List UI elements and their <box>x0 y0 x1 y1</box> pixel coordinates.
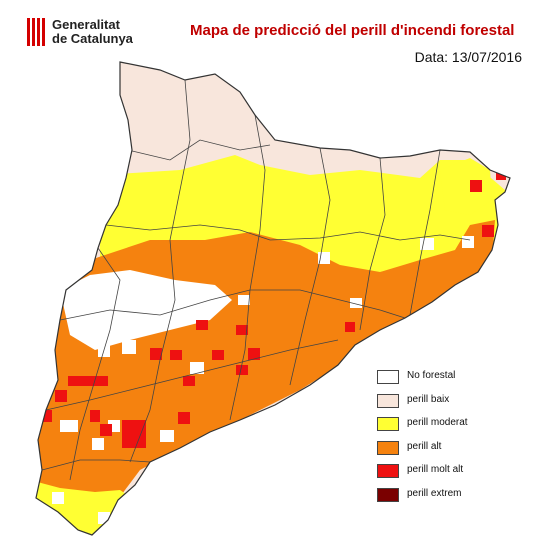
comarca-borders <box>41 79 471 481</box>
map-legend: No forestal perill baix perill moderat p… <box>377 367 537 508</box>
logo-line-2: de Catalunya <box>52 31 133 46</box>
no-forestal-cells <box>52 236 474 524</box>
legend-label: perill alt <box>407 440 442 452</box>
catalonia-outline <box>35 61 511 536</box>
legend-item-no-forestal: No forestal <box>377 367 537 391</box>
legend-item-perill-extrem: perill extrem <box>377 485 537 509</box>
legend-label: perill baix <box>407 393 450 405</box>
logo-text: Generalitat de Catalunya <box>52 18 133 46</box>
molt-alt-cells <box>40 170 506 448</box>
legend-label: perill moderat <box>407 417 468 428</box>
legend-item-perill-molt-alt: perill molt alt <box>377 461 537 485</box>
map-title: Mapa de predicció del perill d'incendi f… <box>190 22 515 39</box>
legend-swatch <box>377 417 399 431</box>
region-moderat-east <box>440 158 492 215</box>
legend-swatch <box>377 464 399 478</box>
legend-label: perill molt alt <box>407 464 464 475</box>
legend-label: No forestal <box>407 370 456 381</box>
logo-line-1: Generalitat <box>52 17 120 32</box>
legend-item-perill-moderat: perill moderat <box>377 414 537 438</box>
senyera-icon <box>26 18 46 46</box>
region-no-forestal-west <box>60 270 232 350</box>
legend-item-perill-alt: perill alt <box>377 438 537 462</box>
legend-swatch <box>377 440 399 455</box>
legend-swatch <box>377 370 399 384</box>
legend-swatch <box>377 487 399 502</box>
legend-swatch <box>377 393 399 408</box>
legend-item-perill-baix: perill baix <box>377 391 537 415</box>
map-date: Data: 13/07/2016 <box>414 49 522 65</box>
legend-label: perill extrem <box>407 487 462 499</box>
generalitat-logo: Generalitat de Catalunya <box>26 18 196 48</box>
